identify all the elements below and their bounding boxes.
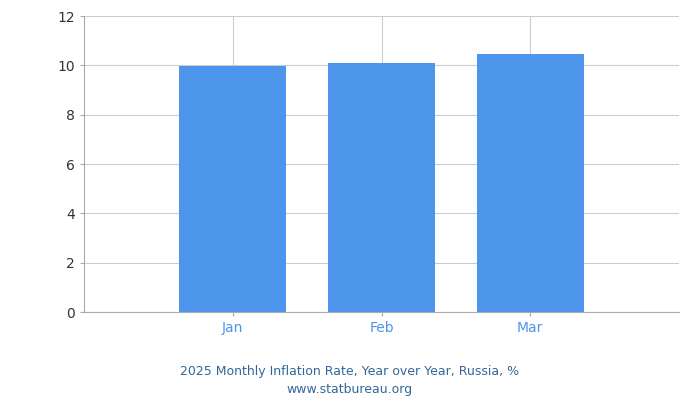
Text: www.statbureau.org: www.statbureau.org [287, 384, 413, 396]
Text: 2025 Monthly Inflation Rate, Year over Year, Russia, %: 2025 Monthly Inflation Rate, Year over Y… [181, 366, 519, 378]
Bar [328, 63, 435, 312]
Bar [477, 54, 584, 312]
Bar [179, 66, 286, 312]
